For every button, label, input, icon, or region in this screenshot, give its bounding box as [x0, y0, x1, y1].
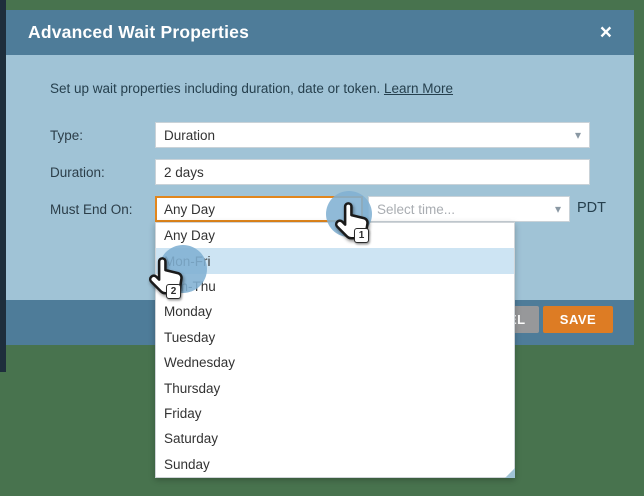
dropdown-option[interactable]: Saturday [164, 431, 219, 447]
dropdown-option[interactable]: Monday [164, 304, 213, 320]
must-end-on-label: Must End On: [50, 202, 133, 217]
timezone-label: PDT [577, 200, 606, 216]
chevron-down-icon: ▾ [574, 128, 581, 142]
time-placeholder: Select time... [377, 201, 456, 217]
time-dropdown[interactable]: Select time... ▾ [368, 196, 570, 222]
dropdown-option[interactable]: Sunday [164, 456, 210, 472]
dialog-header: Advanced Wait Properties × [6, 10, 634, 55]
type-value: Duration [164, 127, 216, 143]
type-label: Type: [50, 128, 84, 143]
duration-label: Duration: [50, 165, 105, 180]
step-number-badge: 2 [166, 284, 181, 299]
learn-more-link[interactable]: Learn More [383, 81, 454, 96]
dropdown-option[interactable]: Friday [164, 405, 202, 421]
dropdown-option[interactable]: Any Day [164, 228, 216, 244]
close-icon[interactable]: × [599, 21, 612, 44]
dropdown-panel: Any Day Mon-FriSun-Thu Monday Tuesday Wednes… [155, 222, 515, 478]
background-left-panel [0, 0, 6, 372]
dropdown-option[interactable]: Mon-Fri [156, 248, 514, 274]
dropdown-option[interactable]: Sun-Thu [156, 274, 514, 299]
panel-resize-corner [505, 468, 515, 478]
dropdown-option[interactable]: Tuesday [164, 329, 216, 345]
save-button[interactable]: SAVE [543, 306, 613, 333]
dialog-title: Advanced Wait Properties [28, 22, 250, 42]
must-end-on-value: Any Day [164, 201, 216, 217]
duration-value: 2 days [164, 164, 204, 180]
chevron-down-icon: ▾ [554, 202, 561, 216]
duration-input[interactable]: 2 days [155, 159, 590, 185]
step-number-badge: 1 [354, 228, 369, 243]
dropdown-option[interactable]: Thursday [164, 380, 221, 396]
dropdown-option[interactable]: Wednesday [164, 355, 236, 371]
intro-text: Set up wait properties including duratio… [50, 81, 453, 96]
type-dropdown[interactable]: Duration ▾ [155, 122, 590, 148]
intro-description: Set up wait properties including duratio… [50, 81, 381, 96]
